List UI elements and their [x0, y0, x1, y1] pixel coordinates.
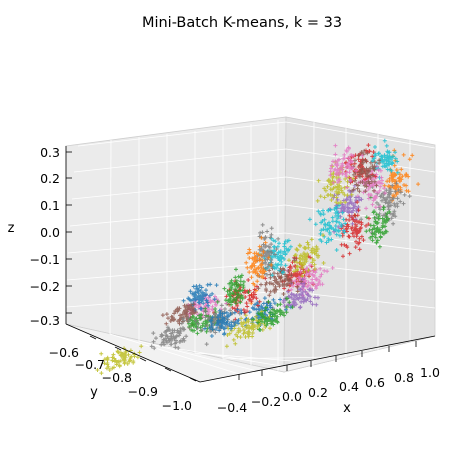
cluster-24	[222, 267, 251, 307]
y-tick-mark	[164, 367, 172, 372]
cluster-32	[149, 315, 191, 351]
cluster-points	[160, 302, 198, 327]
cluster-points	[328, 143, 365, 190]
grid-line	[73, 148, 436, 173]
cluster-11	[328, 143, 365, 190]
x-tick-label: 0.4	[339, 379, 359, 394]
cluster-3	[353, 195, 392, 249]
y-tick-label: −0.9	[128, 384, 158, 399]
cluster-points	[359, 181, 412, 235]
x-tick-label: −0.2	[251, 394, 281, 409]
cluster-20	[251, 296, 295, 332]
x-tick-label: 0.6	[365, 375, 385, 390]
grid-line	[166, 346, 282, 367]
x-tick-label: −0.4	[217, 400, 247, 415]
grid-line	[67, 232, 436, 254]
grid-lines	[65, 120, 436, 375]
x-tick-label: 1.0	[420, 365, 440, 380]
cluster-points	[307, 203, 348, 252]
z-tick-label: −0.1	[30, 252, 60, 267]
grid-line	[109, 139, 112, 335]
cluster-points	[95, 344, 144, 376]
cluster-30	[202, 307, 244, 338]
y-tick-label: −0.7	[75, 357, 105, 372]
cluster-27	[160, 302, 198, 327]
chart-title: Mini-Batch K-means, k = 33	[142, 15, 342, 31]
x-tick-label: 0.0	[282, 389, 302, 404]
cluster-points	[222, 267, 251, 307]
x-axis-ticks: −0.4 −0.2 0.0 0.2 0.4 0.6 0.8 1.0 x	[217, 341, 440, 416]
y-axis-ticks: −0.6 −0.7 −0.8 −0.9 −1.0 y	[49, 335, 197, 413]
cluster-26	[181, 282, 219, 312]
z-tick-label: 0.0	[40, 225, 60, 240]
cluster-points	[181, 282, 219, 312]
cluster-2	[359, 181, 412, 235]
y-tick-mark	[114, 346, 122, 351]
x-axis-label: x	[343, 401, 351, 416]
cluster-points	[224, 309, 272, 349]
z-axis-ticks: 0.3 0.2 0.1 0.0 −0.1 −0.2 −0.3 z	[8, 145, 72, 328]
z-tick-label: 0.1	[40, 198, 60, 213]
y-tick-label: −0.6	[49, 345, 79, 360]
x-tick-label: 0.8	[394, 370, 414, 385]
y-tick-mark	[89, 335, 97, 340]
y-axis-line	[65, 323, 201, 383]
y-tick-mark	[189, 377, 197, 382]
grid-line	[66, 261, 436, 281]
z-tick-label: 0.2	[40, 171, 60, 186]
grid-line	[71, 176, 436, 200]
cluster-7	[315, 160, 356, 206]
cluster-19	[224, 309, 272, 349]
cluster-points	[202, 307, 244, 338]
z-tick-label: −0.2	[30, 279, 60, 294]
y-tick-mark	[139, 357, 147, 362]
scatter-points	[95, 138, 421, 376]
y-axis-label: y	[90, 385, 98, 400]
grid-line	[109, 333, 240, 375]
y-tick-label: −1.0	[162, 398, 192, 413]
z-tick-label: 0.3	[40, 145, 60, 160]
cluster-9	[307, 203, 348, 252]
grid-line	[77, 121, 436, 149]
grid-line	[222, 356, 331, 360]
cluster-points	[315, 160, 356, 206]
grid-line	[312, 121, 315, 367]
x-tick-label: 0.2	[308, 385, 328, 400]
z-axis-label: z	[8, 221, 15, 236]
y-tick-label: −0.8	[102, 370, 132, 385]
grid-line	[138, 340, 258, 372]
cluster-31	[95, 344, 144, 376]
cluster-points	[353, 195, 392, 249]
cluster-points	[251, 296, 295, 332]
z-tick-label: −0.3	[30, 313, 60, 328]
grid-line	[194, 352, 305, 363]
cluster-points	[149, 315, 191, 351]
